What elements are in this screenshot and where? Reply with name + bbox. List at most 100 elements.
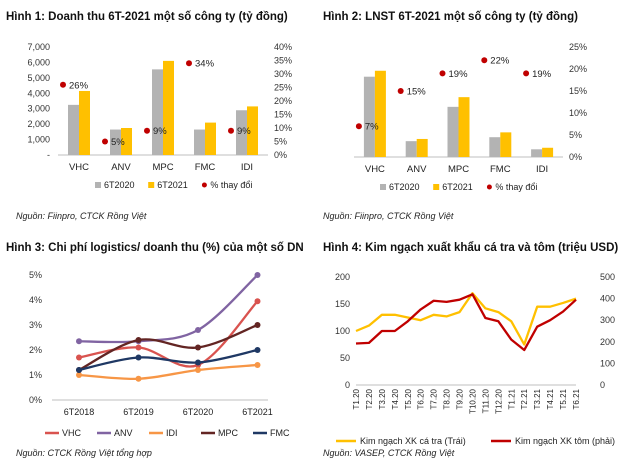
- pct-change-label-VHC: 26%: [69, 80, 89, 91]
- bar-6T2020-VHC: [68, 104, 79, 155]
- x-tick-label: T8.20: [443, 388, 452, 409]
- chart-2-net-profit: 0% 5% 10% 15% 20% 25% VHC 7% ANV 15% MPC 19% FMC 22% I…: [354, 42, 587, 192]
- y2-tick-label: 400: [600, 294, 615, 304]
- x-tick-label: T10.20: [468, 388, 477, 413]
- bar-6T2021-FMC: [205, 122, 216, 155]
- y2-tick-label: 15%: [569, 86, 587, 96]
- y2-tick-label: 35%: [274, 56, 292, 66]
- legend-label-Kim ngạch XK tôm (phải): Kim ngạch XK tôm (phải): [515, 436, 615, 446]
- x-tick-label: IDI: [536, 164, 548, 175]
- x-tick-label: T6.20: [417, 388, 426, 409]
- pct-change-dot-VHC: [60, 81, 66, 88]
- y-tick-label: 5%: [29, 270, 42, 280]
- y-tick-label: 4%: [29, 295, 42, 305]
- x-tick-label: T1.20: [352, 388, 361, 409]
- pct-change-dot-IDI: [523, 70, 530, 77]
- chart-4-source: Nguồn: VASEP, CTCK Rồng Việt: [323, 448, 455, 458]
- legend-label-% thay đổi: % thay đổi: [210, 180, 252, 190]
- x-tick-label: T3.21: [533, 388, 542, 409]
- x-tick-label: T2.20: [365, 388, 374, 409]
- bar-6T2020-MPC: [447, 106, 459, 157]
- y2-tick-label: 25%: [569, 42, 587, 52]
- y2-tick-label: 5%: [569, 130, 582, 140]
- pct-change-dot-ANV: [102, 138, 108, 145]
- legend-label-ANV: ANV: [114, 428, 133, 438]
- x-tick-label: T5.21: [559, 388, 568, 409]
- bar-6T2021-VHC: [374, 70, 386, 157]
- bar-6T2021-ANV: [121, 128, 132, 155]
- y2-tick-label: 5%: [274, 137, 287, 147]
- y2-tick-label: 25%: [274, 83, 292, 93]
- x-tick-label: ANV: [111, 162, 131, 173]
- pct-change-dot-MPC: [144, 127, 150, 134]
- y-tick-label: 50: [340, 353, 350, 363]
- pct-change-label-FMC: 22%: [490, 56, 510, 67]
- x-tick-label: ANV: [407, 164, 427, 175]
- pct-change-dot-ANV: [397, 88, 404, 94]
- y-tick-label: 0%: [29, 395, 42, 405]
- legend-marker-% thay đổi: [486, 184, 492, 190]
- y-tick-label: 5,000: [27, 73, 50, 83]
- pct-change-label-ANV: 5%: [111, 137, 125, 148]
- chart-panel-4: Hình 4: Kim ngạch xuất khẩu cá tra và tô…: [320, 235, 640, 467]
- chart-1-title: Hình 1: Doanh thu 6T-2021 một số công ty…: [6, 11, 288, 23]
- legend-marker-6T2020: [95, 182, 101, 188]
- point-MPC-6T2020: [195, 344, 201, 351]
- legend-label-MPC: MPC: [218, 428, 239, 438]
- legend-label-6T2021: 6T2021: [157, 180, 188, 190]
- y2-tick-label: 20%: [274, 96, 292, 106]
- point-IDI-6T2021: [254, 362, 261, 368]
- bar-6T2021-VHC: [79, 90, 90, 155]
- chart-4-title: Hình 4: Kim ngạch xuất khẩu cá tra và tô…: [323, 242, 619, 254]
- point-VHC-6T2019: [135, 344, 142, 351]
- y2-tick-label: 0%: [569, 152, 582, 162]
- y2-tick-label: 40%: [274, 42, 292, 52]
- pct-change-label-MPC: 9%: [153, 126, 167, 137]
- bar-6T2020-FMC: [194, 129, 205, 155]
- bar-6T2021-IDI: [542, 147, 554, 157]
- series-line-IDI: [78, 363, 258, 381]
- pct-change-dot-IDI: [228, 127, 234, 134]
- y2-tick-label: 200: [600, 337, 615, 347]
- x-tick-label: 6T2020: [183, 407, 214, 417]
- legend-marker-6T2021: [148, 182, 155, 188]
- legend-label-6T2020: 6T2020: [389, 182, 420, 192]
- point-IDI-6T2019: [135, 375, 142, 382]
- x-tick-label: VHC: [365, 164, 385, 175]
- x-tick-label: T4.20: [391, 388, 400, 409]
- y2-tick-label: 20%: [569, 64, 587, 74]
- point-FMC-6T2020: [195, 359, 201, 366]
- chart-3-title: Hình 3: Chi phí logistics/ doanh thu (%)…: [6, 242, 304, 254]
- chart-panel-3: Hình 3: Chi phí logistics/ doanh thu (%)…: [0, 235, 320, 467]
- chart-4-exports: 0 50 100 150 200 0 100 200 300 400 500 T1.20 T2.20 T3…: [335, 272, 615, 446]
- series-line-Kim ngạch XK tôm (phải): [355, 293, 577, 352]
- pct-change-dot-MPC: [439, 70, 446, 77]
- x-tick-label: MPC: [448, 164, 469, 175]
- pct-change-label-MPC: 19%: [449, 69, 469, 80]
- y-tick-label: 2%: [29, 345, 42, 355]
- chart-panel-1: Hình 1: Doanh thu 6T-2021 một số công ty…: [0, 0, 320, 230]
- x-tick-label: T2.21: [520, 388, 529, 409]
- y-tick-label: -: [47, 150, 50, 160]
- y-tick-label: 3,000: [27, 104, 50, 114]
- bar-6T2020-ANV: [110, 129, 121, 155]
- x-tick-label: T5.20: [404, 388, 413, 409]
- legend-label-FMC: FMC: [270, 428, 290, 438]
- point-VHC-6T2021: [254, 298, 261, 305]
- point-VHC-6T2018: [76, 354, 82, 361]
- legend-label-IDI: IDI: [166, 428, 178, 438]
- x-tick-label: T12.20: [494, 388, 503, 413]
- legend-marker-% thay đổi: [201, 182, 207, 188]
- legend-label-6T2020: 6T2020: [104, 180, 135, 190]
- series-line-VHC: [78, 300, 259, 368]
- y-tick-label: 2,000: [27, 119, 50, 129]
- pct-change-label-FMC: 34%: [195, 59, 215, 70]
- x-tick-label: FMC: [490, 164, 511, 175]
- bar-6T2020-FMC: [489, 137, 501, 157]
- y2-tick-label: 10%: [274, 123, 292, 133]
- legend-label-VHC: VHC: [62, 428, 82, 438]
- y2-tick-label: 0%: [274, 150, 287, 160]
- bar-6T2020-VHC: [363, 76, 375, 157]
- point-IDI-6T2018: [76, 372, 82, 378]
- bar-6T2020-IDI: [236, 110, 247, 155]
